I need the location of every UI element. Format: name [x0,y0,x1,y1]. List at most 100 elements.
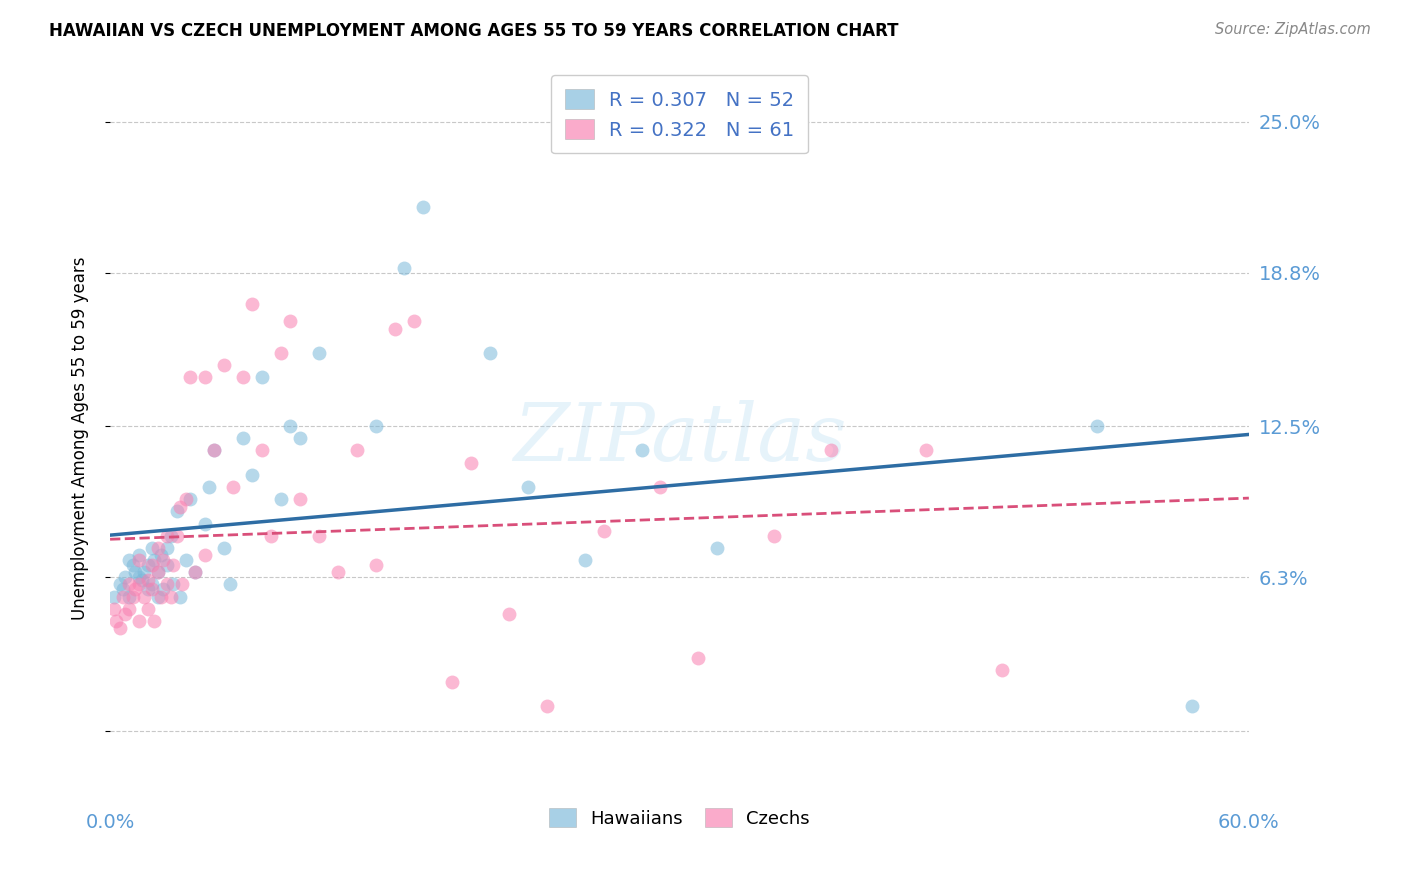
Point [212,358,235,372]
Point [128,577,150,591]
Point [108,577,131,591]
Point [103,602,125,616]
Point [197,480,219,494]
Point [280,314,302,328]
Text: ZIPatlas: ZIPatlas [513,400,846,477]
Point [128,553,150,567]
Point [326,566,349,580]
Point [308,346,330,360]
Point [402,314,425,328]
Point [150,590,173,604]
Point [134,590,156,604]
Point [118,553,141,567]
Point [516,480,538,494]
Point [146,566,169,580]
Legend: Hawaiians, Czechs: Hawaiians, Czechs [541,801,817,835]
Point [212,541,235,555]
Point [156,541,179,555]
Point [706,541,728,555]
Text: HAWAIIAN VS CZECH UNEMPLOYMENT AMONG AGES 55 TO 59 YEARS CORRELATION CHART: HAWAIIAN VS CZECH UNEMPLOYMENT AMONG AGE… [49,22,898,40]
Point [134,566,156,580]
Point [250,370,273,384]
Point [136,602,159,616]
Point [146,541,169,555]
Point [118,577,141,591]
Point [152,553,174,567]
Point [288,431,311,445]
Point [162,577,184,591]
Point [232,370,254,384]
Point [128,548,150,562]
Point [121,558,143,572]
Point [174,553,197,567]
Point [184,566,207,580]
Point [364,558,387,572]
Point [179,492,201,507]
Point [112,590,135,604]
Point [104,614,127,628]
Point [166,504,188,518]
Text: Source: ZipAtlas.com: Source: ZipAtlas.com [1215,22,1371,37]
Point [146,566,169,580]
Point [146,590,169,604]
Point [142,614,165,628]
Point [136,558,159,572]
Point [820,443,842,458]
Point [156,577,179,591]
Point [194,516,217,531]
Point [162,558,184,572]
Point [103,590,125,604]
Point [242,467,264,482]
Point [250,443,273,458]
Point [169,500,191,514]
Point [141,577,163,591]
Point [152,582,174,597]
Point [174,492,197,507]
Point [222,480,245,494]
Point [172,577,194,591]
Point [131,573,153,587]
Point [498,607,520,621]
Point [118,590,141,604]
Point [242,297,264,311]
Point [194,548,217,562]
Point [1181,699,1204,714]
Point [159,590,181,604]
Point [108,621,131,635]
Point [574,553,596,567]
Point [204,443,226,458]
Point [308,529,330,543]
Point [142,553,165,567]
Point [124,582,146,597]
Point [136,573,159,587]
Point [270,346,292,360]
Point [114,607,136,621]
Point [1085,419,1108,434]
Point [763,529,786,543]
Point [118,602,141,616]
Point [194,370,217,384]
Point [394,260,416,275]
Point [232,431,254,445]
Point [915,443,938,458]
Point [169,590,191,604]
Y-axis label: Unemployment Among Ages 55 to 59 years: Unemployment Among Ages 55 to 59 years [72,257,89,620]
Point [136,582,159,597]
Point [412,200,434,214]
Point [121,590,143,604]
Point [630,443,652,458]
Point [156,529,179,543]
Point [141,582,163,597]
Point [260,529,283,543]
Point [141,558,163,572]
Point [650,480,672,494]
Point [150,548,173,562]
Point [592,524,614,538]
Point [112,582,135,597]
Point [114,570,136,584]
Point [179,370,201,384]
Point [156,558,179,572]
Point [440,674,463,689]
Point [384,322,406,336]
Point [478,346,501,360]
